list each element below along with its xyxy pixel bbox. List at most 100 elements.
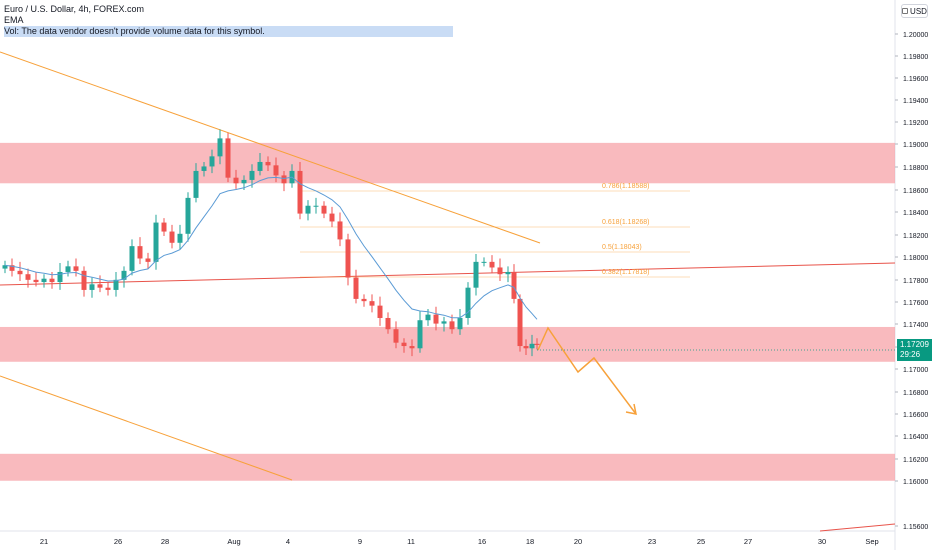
support-resistance-zone [0, 453, 895, 481]
candle-body [153, 222, 159, 262]
candle-body [361, 298, 367, 302]
candle-body [193, 170, 199, 198]
candle-body [201, 166, 207, 171]
candle-body [145, 258, 151, 262]
candle-body [511, 271, 517, 299]
price-tick-label: 1.19600 [903, 76, 928, 83]
candle-body [497, 267, 503, 275]
candle-body [121, 270, 127, 280]
candle-body [297, 170, 303, 214]
candle-body [393, 329, 399, 343]
time-tick-label: Sep [865, 537, 878, 546]
descending-trendline-upper [0, 51, 541, 244]
time-tick-label: 18 [526, 537, 534, 546]
candle-body [225, 138, 231, 178]
candle-body [33, 279, 39, 283]
candle-body [305, 205, 311, 214]
candle-body [73, 266, 79, 271]
candle-body [473, 261, 479, 288]
candle-body [401, 342, 407, 347]
support-resistance-zone [0, 142, 895, 184]
price-tick-label: 1.18000 [903, 255, 928, 262]
currency-selector[interactable]: USD [901, 4, 928, 18]
price-tick-label: 1.19000 [903, 142, 928, 149]
candle-body [481, 261, 487, 263]
candle-body [217, 138, 223, 157]
candle-body [185, 197, 191, 234]
price-tick-label: 1.19400 [903, 98, 928, 105]
price-tick-label: 1.20000 [903, 32, 928, 39]
candle-body [89, 284, 95, 290]
time-tick-label: 21 [40, 537, 48, 546]
candle-body [321, 205, 327, 214]
projection-arrowhead [625, 403, 637, 415]
candle-body [257, 161, 263, 171]
candle-body [489, 261, 495, 268]
candle-body [465, 287, 471, 318]
time-tick-label: 30 [818, 537, 826, 546]
price-tick-label: 1.18400 [903, 210, 928, 217]
currency-label: USD [910, 7, 927, 16]
candle-body [137, 246, 143, 259]
price-tick-label: 1.17000 [903, 367, 928, 374]
fib-level-label: 0.618(1.18268) [602, 219, 649, 226]
candle-body [523, 346, 529, 349]
candle-body [209, 156, 215, 167]
candle-body [17, 270, 23, 275]
candle-body [329, 213, 335, 222]
time-tick-label: 28 [161, 537, 169, 546]
time-tick-label: 20 [574, 537, 582, 546]
candle-body [441, 321, 447, 324]
candle-body [105, 287, 111, 290]
candle-body [2, 265, 8, 269]
time-tick-label: 16 [478, 537, 486, 546]
candle-body [337, 221, 343, 240]
candle-body [449, 321, 455, 330]
last-price: 1.17209 [900, 340, 929, 349]
time-tick-label: 4 [286, 537, 290, 546]
candle-body [9, 265, 15, 271]
price-tick-label: 1.17600 [903, 300, 928, 307]
last-price-badge: 1.17209 29:26 [897, 339, 932, 361]
red-trendline-bottom [819, 523, 896, 532]
price-tick-label: 1.17800 [903, 278, 928, 285]
price-tick-label: 1.15600 [903, 524, 928, 531]
time-tick-label: Aug [227, 537, 240, 546]
price-tick-label: 1.16200 [903, 457, 928, 464]
price-tick-label: 1.16000 [903, 479, 928, 486]
lock-icon [902, 8, 909, 14]
time-tick-label: 26 [114, 537, 122, 546]
time-tick-label: 27 [744, 537, 752, 546]
candle-body [345, 239, 351, 278]
candle-body [353, 277, 359, 299]
candle-body [265, 161, 271, 166]
projection-path [537, 326, 637, 415]
time-tick-label: 9 [358, 537, 362, 546]
price-tick-label: 1.19200 [903, 120, 928, 127]
price-tick-label: 1.16400 [903, 434, 928, 441]
candle-body [57, 271, 63, 283]
fib-level-label: 0.382(1.17818) [602, 269, 649, 276]
candle-body [534, 343, 540, 345]
candle-body [249, 170, 255, 180]
candle-body [161, 222, 167, 232]
symbol-title[interactable]: Euro / U.S. Dollar, 4h, FOREX.com [4, 4, 145, 14]
price-tick-label: 1.18800 [903, 165, 928, 172]
candle-body [377, 305, 383, 318]
candle-body [505, 271, 511, 275]
ema-indicator-label[interactable]: EMA [4, 15, 24, 25]
candle-body [81, 270, 87, 290]
candle-body [113, 279, 119, 290]
price-tick-label: 1.17400 [903, 322, 928, 329]
candle-body [97, 284, 103, 288]
candle-body [177, 233, 183, 243]
candle-body [385, 317, 391, 330]
time-tick-label: 11 [407, 537, 415, 546]
bar-countdown: 29:26 [900, 350, 921, 359]
ema-line [4, 176, 538, 320]
candle-body [517, 298, 523, 347]
chart-legend: Euro / U.S. Dollar, 4h, FOREX.com EMA Vo… [4, 4, 453, 37]
candle-body [281, 175, 287, 184]
